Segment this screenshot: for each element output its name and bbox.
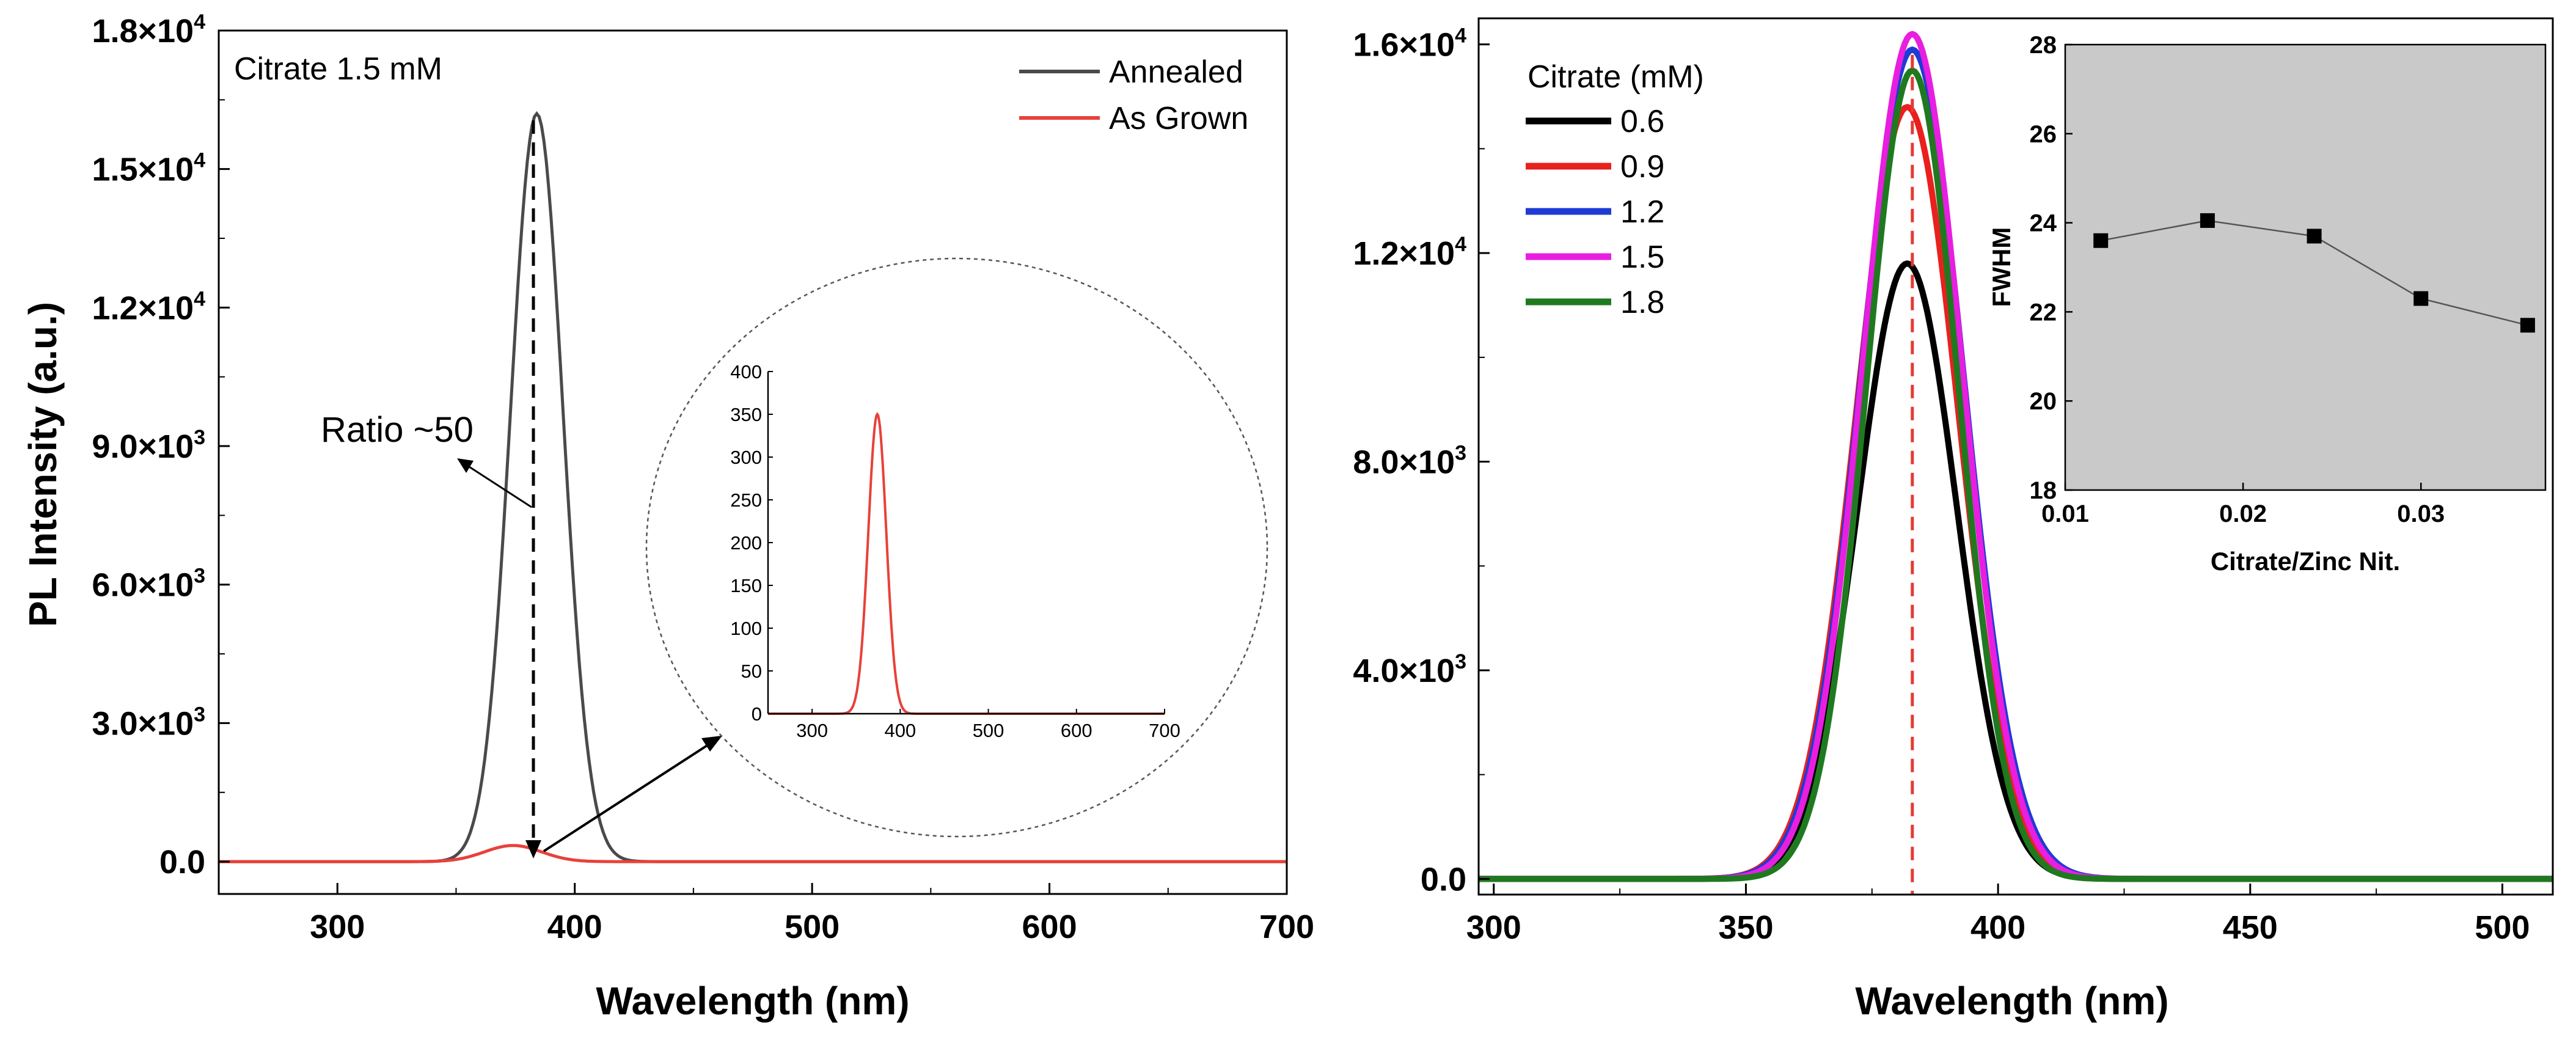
fwhm-x-tick-label: 0.02 bbox=[2219, 500, 2267, 527]
fwhm-x-tick-label: 0.01 bbox=[2041, 500, 2089, 527]
left-y-tick-label: 9.0×103 bbox=[92, 426, 205, 465]
left-curve-as-grown bbox=[219, 844, 1287, 863]
fwhm-point bbox=[2200, 213, 2215, 228]
inset-y-tick-label: 50 bbox=[741, 661, 762, 682]
fwhm-y-tick-label: 24 bbox=[2030, 210, 2057, 237]
fwhm-y-tick-label: 20 bbox=[2030, 388, 2057, 415]
fwhm-y-tick-label: 18 bbox=[2030, 477, 2057, 504]
right-curves bbox=[1478, 31, 2553, 882]
left-y-axis-title: PL Intensity (a.u.) bbox=[21, 302, 65, 627]
fwhm-y-tick-label: 26 bbox=[2030, 121, 2057, 148]
fwhm-points bbox=[2093, 213, 2535, 333]
inset-x-tick-label: 500 bbox=[973, 720, 1004, 741]
right-legend: Citrate (mM) 0.6 0.9 1.2 1.5 1.8 bbox=[1526, 59, 1704, 320]
right-x-tick-label: 450 bbox=[2223, 909, 2278, 946]
left-x-ticks: 300 400 500 600 700 bbox=[218, 883, 1314, 945]
legend-label-annealed: Annealed bbox=[1109, 54, 1243, 90]
left-panel: 300 400 500 600 700 0.03.0×1036.0×1039.0×103… bbox=[21, 10, 1314, 1023]
inset-y-tick-label: 350 bbox=[730, 404, 762, 425]
left-annotation: Citrate 1.5 mM bbox=[234, 51, 442, 87]
ratio-pointer-head bbox=[457, 458, 474, 473]
right-x-tick-label: 300 bbox=[1466, 909, 1521, 946]
fwhm-x-ticks: 0.01 0.02 0.03 bbox=[2041, 483, 2445, 527]
fwhm-point bbox=[2413, 291, 2429, 306]
legend-label-0.9: 0.9 bbox=[1620, 149, 1664, 185]
fwhm-point bbox=[2093, 233, 2109, 248]
inset-y-ticks: 0 50 100 150 200 250 300 350 400 bbox=[730, 361, 773, 725]
right-y-tick-label: 0.0 bbox=[1421, 861, 1466, 898]
right-x-tick-label: 400 bbox=[1970, 909, 2025, 946]
inset-as-grown-curve bbox=[768, 412, 1165, 715]
right-x-ticks: 300 350 400 450 500 bbox=[1466, 884, 2530, 946]
inset-y-tick-label: 100 bbox=[730, 618, 762, 639]
ratio-pointer-line bbox=[467, 464, 532, 508]
legend-label-as-grown: As Grown bbox=[1109, 101, 1248, 136]
left-curves bbox=[219, 111, 1287, 863]
right-legend-title: Citrate (mM) bbox=[1528, 59, 1704, 95]
inset-x-tick-label: 400 bbox=[884, 720, 916, 741]
inset-y-tick-label: 400 bbox=[730, 361, 762, 383]
right-panel: 300 350 400 450 500 0.0 4.0×103 8.0×103 1.2×104… bbox=[1353, 17, 2554, 1023]
left-x-tick-label: 500 bbox=[785, 909, 840, 945]
inset-y-tick-label: 150 bbox=[730, 575, 762, 596]
right-plot-frame bbox=[1477, 17, 2554, 896]
left-y-tick-label: 6.0×103 bbox=[92, 565, 205, 604]
fwhm-point bbox=[2520, 318, 2535, 333]
inset-pointer-arrow bbox=[543, 741, 713, 852]
inset-y-tick-label: 0 bbox=[752, 703, 762, 725]
inset-y-tick-label: 200 bbox=[730, 532, 762, 554]
inset-x-tick-label: 600 bbox=[1061, 720, 1092, 741]
left-plot-frame bbox=[218, 29, 1288, 895]
inset-x-tick-label: 700 bbox=[1149, 720, 1180, 741]
fwhm-y-axis-title: FWHM bbox=[1987, 227, 2016, 307]
right-y-tick-label: 4.0×103 bbox=[1353, 650, 1466, 689]
inset-x-tick-label: 300 bbox=[796, 720, 828, 741]
fwhm-inset: 0.01 0.02 0.03 18 20 22 24 26 28 Citrate/Zinc N… bbox=[1987, 32, 2547, 576]
fwhm-y-tick-label: 22 bbox=[2030, 299, 2057, 326]
left-x-tick-label: 400 bbox=[547, 909, 602, 945]
left-y-tick-label: 1.5×104 bbox=[92, 149, 205, 188]
inset-pointer-arrowhead bbox=[701, 736, 722, 752]
ratio-label: Ratio ~50 bbox=[321, 410, 474, 450]
left-x-tick-label: 700 bbox=[1259, 909, 1314, 945]
left-y-tick-label: 0.0 bbox=[159, 844, 205, 881]
left-x-tick-label: 600 bbox=[1022, 909, 1077, 945]
fwhm-x-tick-label: 0.03 bbox=[2397, 500, 2445, 527]
left-y-tick-label: 1.8×104 bbox=[92, 10, 205, 49]
left-y-ticks: 0.0 3.0×103 6.0×103 9.0×103 1.2×104 1.5×104 1.… bbox=[92, 10, 230, 881]
legend-label-1.5: 1.5 bbox=[1620, 240, 1664, 275]
right-y-tick-label: 1.6×104 bbox=[1353, 24, 1466, 64]
right-y-tick-label: 1.2×104 bbox=[1353, 233, 1466, 272]
right-x-tick-label: 500 bbox=[2475, 909, 2530, 946]
fwhm-y-tick-label: 28 bbox=[2030, 32, 2057, 59]
left-y-tick-label: 1.2×104 bbox=[92, 287, 205, 326]
right-curve-1.8 bbox=[1478, 67, 2553, 882]
legend-label-1.8: 1.8 bbox=[1620, 285, 1664, 320]
right-y-tick-label: 8.0×103 bbox=[1353, 442, 1466, 481]
right-x-axis-title: Wavelength (nm) bbox=[1855, 979, 2168, 1023]
legend-label-1.2: 1.2 bbox=[1620, 194, 1664, 230]
left-x-axis-title: Wavelength (nm) bbox=[596, 979, 909, 1023]
inset-y-tick-label: 250 bbox=[730, 489, 762, 511]
right-y-ticks: 0.0 4.0×103 8.0×103 1.2×104 1.6×104 bbox=[1353, 24, 1490, 898]
right-x-tick-label: 350 bbox=[1718, 909, 1773, 946]
inset-x-ticks: 300 400 500 600 700 bbox=[796, 709, 1180, 741]
inset-y-tick-label: 300 bbox=[730, 447, 762, 468]
fwhm-point bbox=[2307, 229, 2322, 244]
left-x-tick-label: 300 bbox=[310, 909, 365, 945]
left-inset: 300 400 500 600 700 0 50 100 150 200 250 300 350 400 bbox=[730, 361, 1180, 741]
left-legend: Annealed As Grown bbox=[1019, 54, 1248, 136]
legend-label-0.6: 0.6 bbox=[1620, 104, 1664, 139]
left-curve-annealed bbox=[219, 111, 1287, 863]
fwhm-x-axis-title: Citrate/Zinc Nit. bbox=[2211, 547, 2400, 576]
fwhm-y-ticks: 18 20 22 24 26 28 bbox=[2030, 32, 2073, 504]
fwhm-inset-background bbox=[2064, 43, 2547, 491]
ratio-arrowhead bbox=[525, 840, 541, 859]
inset-zoom-circle bbox=[645, 257, 1268, 838]
left-y-tick-label: 3.0×103 bbox=[92, 703, 205, 742]
